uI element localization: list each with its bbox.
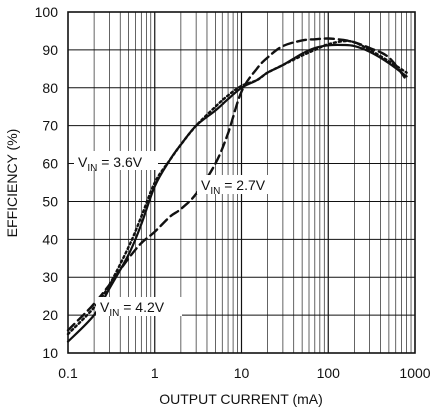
annotation-vin-4v2: VIN = 4.2V [100, 299, 165, 319]
y-tick-label: 50 [42, 193, 58, 209]
annotation-bg-2v7 [197, 175, 281, 194]
x-tick-label: 1 [151, 365, 159, 381]
x-tick-label: 100 [317, 365, 341, 381]
y-axis-title: EFFICIENCY (%) [4, 129, 20, 238]
annotation-bg-4v2 [96, 297, 182, 316]
y-tick-label: 90 [42, 42, 58, 58]
annotation-vin-2v7: VIN = 2.7V [201, 177, 266, 197]
annotation-bg-3v6 [74, 151, 158, 170]
y-tick-labels: 10 20 30 40 50 60 70 80 90 100 [35, 4, 59, 361]
x-tick-labels: 0.1 1 10 100 1000 [58, 365, 431, 381]
series-line-0 [66, 43, 408, 343]
x-tick-label: 0.1 [58, 365, 78, 381]
y-tick-label: 80 [42, 80, 58, 96]
y-tick-label: 10 [42, 345, 58, 361]
y-tick-label: 40 [42, 231, 58, 247]
annotation-vin-3v6: VIN = 3.6V [78, 154, 143, 174]
y-tick-label: 100 [35, 4, 59, 20]
series-line-2 [66, 39, 408, 336]
series-layer [66, 37, 408, 343]
x-tick-label: 10 [234, 365, 250, 381]
y-tick-label: 70 [42, 118, 58, 134]
y-tick-label: 20 [42, 307, 58, 323]
y-tick-label: 60 [42, 156, 58, 172]
x-tick-label: 1000 [399, 365, 430, 381]
x-axis-title: OUTPUT CURRENT (mA) [159, 391, 323, 407]
y-tick-label: 30 [42, 269, 58, 285]
plot-frame [67, 11, 416, 354]
